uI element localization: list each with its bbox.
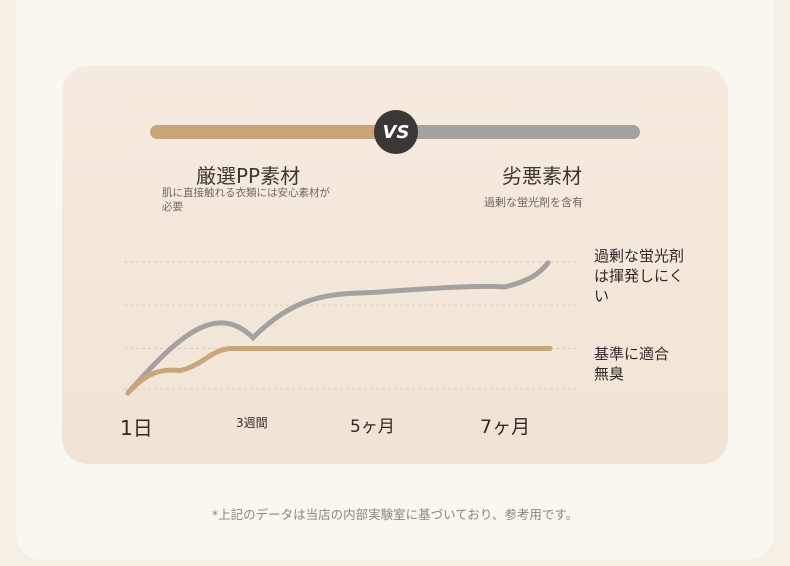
gray-series-annotation: 過剰な蛍光剤は揮発しにくい [594, 247, 685, 305]
x-tick-label-0: 1日 [120, 416, 153, 440]
right-material-title: 劣悪素材 [502, 164, 582, 188]
x-tick-label-2: 5ヶ月 [350, 417, 395, 437]
right-material-bar [392, 125, 640, 139]
footnote: *上記のデータは当店の内部実験室に基づいており、参考用です。 [211, 507, 579, 522]
gray-series-line [125, 260, 551, 396]
left-material-title: 厳選PP素材 [196, 164, 301, 188]
gold-series-annotation: 基準に適合 無臭 [594, 345, 670, 383]
left-material-bar [150, 125, 400, 139]
right-material-description: 過剰な蛍光剤を含有 [484, 196, 583, 209]
gold-series-line [125, 345, 553, 396]
left-material-description: 肌に直接触れる衣類には安心素材が必要 [162, 187, 330, 213]
vs-badge: VS [374, 110, 418, 154]
x-tick-label-1: 3週間 [236, 416, 268, 430]
x-tick-label-3: 7ヶ月 [480, 416, 531, 438]
